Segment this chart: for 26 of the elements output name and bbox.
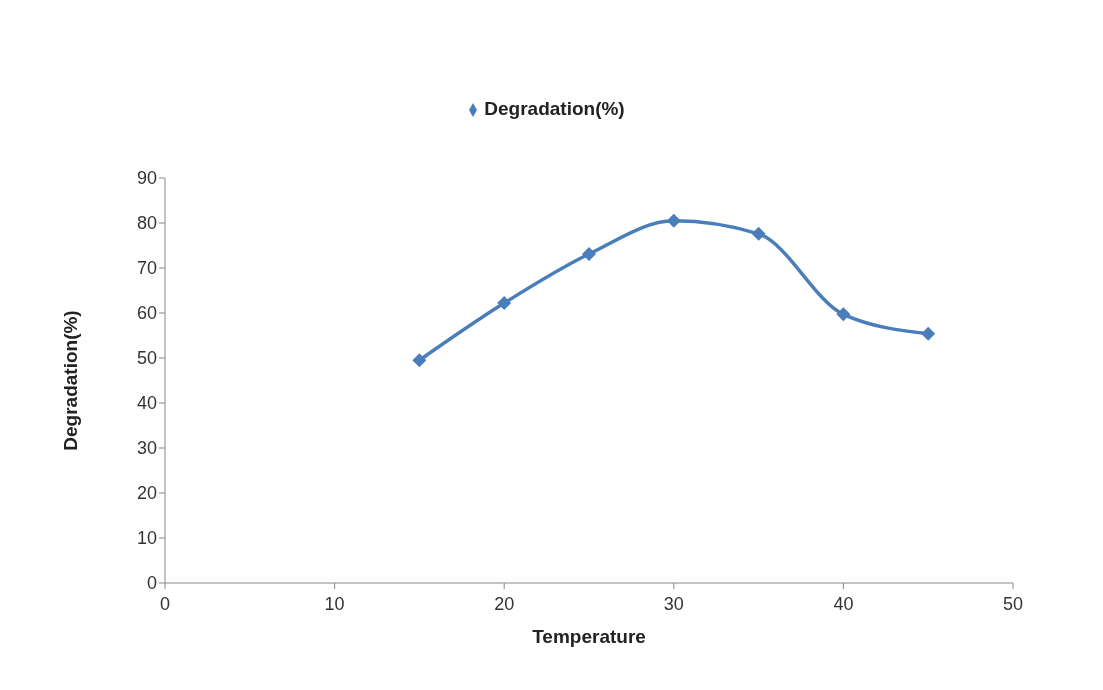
y-tick-label: 60 [136,303,157,324]
y-axis-title: Degradation(%) [59,310,81,451]
point [751,226,766,241]
y-tick-label: 40 [136,393,157,414]
point [582,247,596,262]
point [836,307,851,322]
y-tick-label: 90 [136,168,157,189]
x-tick-label: 40 [833,593,854,614]
x-tick-label: 20 [494,593,515,614]
x-tick-label: 30 [663,593,684,614]
y-tick-label: 0 [146,573,157,594]
y-tick-label: 30 [136,438,157,459]
x-tick-label: 10 [324,593,345,614]
y-tick-label: 20 [136,483,157,504]
point [921,326,936,341]
point [497,296,512,311]
y-tick-label: 50 [136,348,157,369]
x-axis-title: Temperature [532,626,646,647]
x-tick-label: 50 [1002,593,1024,614]
point [666,213,681,228]
point [412,353,427,368]
y-tick-label: 10 [136,528,157,549]
y-tick-label: 70 [136,258,157,279]
y-tick-label: 80 [136,213,157,234]
x-tick-label: 0 [159,593,171,614]
legend-label: Degradation(%) [484,98,625,119]
